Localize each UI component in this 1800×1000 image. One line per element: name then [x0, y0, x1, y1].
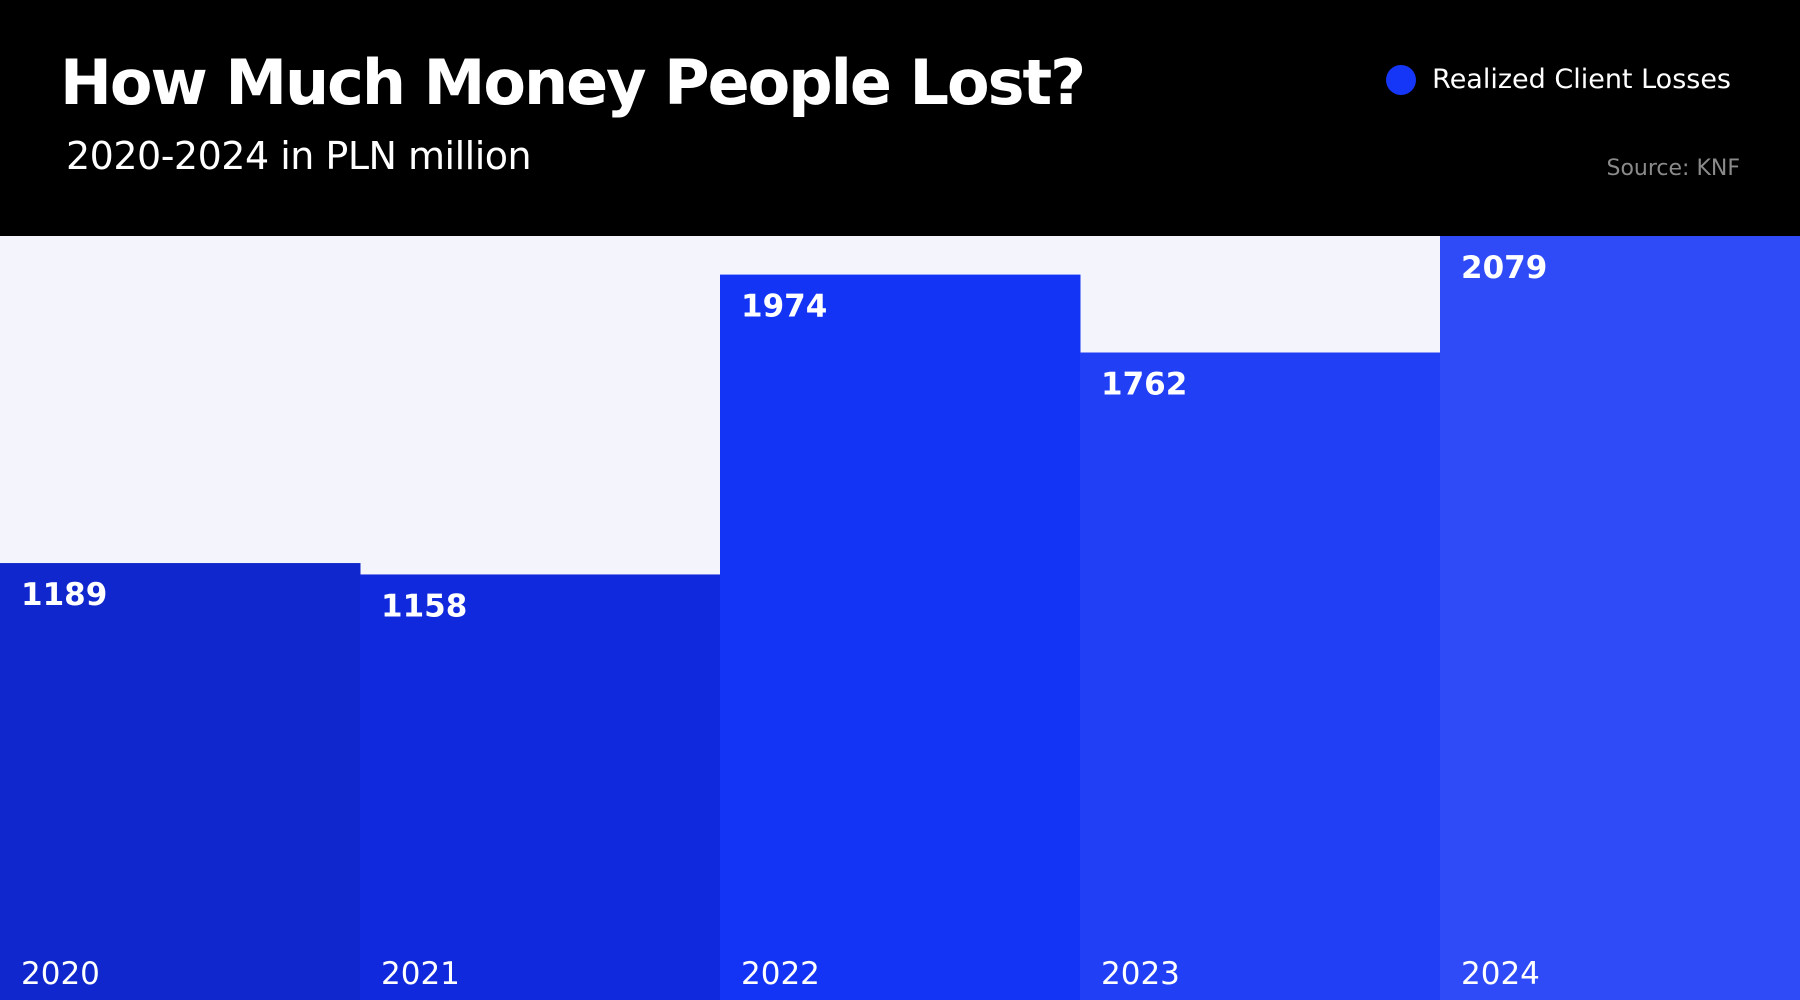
legend-label: Realized Client Losses	[1432, 64, 1731, 95]
category-label-2023: 2023	[1101, 956, 1180, 992]
value-label-2023: 1762	[1101, 366, 1187, 402]
legend: Realized Client Losses	[1386, 64, 1731, 95]
bar-2021	[360, 574, 721, 1000]
category-label-2020: 2020	[21, 956, 100, 992]
value-label-2022: 1974	[741, 289, 827, 325]
bar-2023	[1080, 352, 1441, 1000]
bar-chart: 1189 2020 1158 2021 1974 2022 1762 2023 2079 2024	[0, 236, 1800, 1000]
bar-2020	[0, 563, 361, 1000]
bar-2024	[1440, 236, 1800, 1000]
category-label-2022: 2022	[741, 956, 820, 992]
plot-area: 1189 2020 1158 2021 1974 2022 1762 2023 2079 2024	[0, 236, 1800, 1000]
chart-header: How Much Money People Lost? 2020-2024 in…	[0, 0, 1800, 236]
value-label-2024: 2079	[1461, 250, 1547, 286]
chart-title: How Much Money People Lost?	[60, 46, 1086, 119]
category-label-2021: 2021	[381, 956, 460, 992]
bar-2022	[720, 274, 1081, 1000]
value-label-2021: 1158	[381, 588, 467, 624]
value-label-2020: 1189	[21, 577, 107, 613]
legend-swatch	[1386, 64, 1417, 95]
category-label-2024: 2024	[1461, 956, 1540, 992]
source-note: Source: KNF	[1606, 156, 1740, 181]
chart-subtitle: 2020-2024 in PLN million	[66, 134, 532, 178]
